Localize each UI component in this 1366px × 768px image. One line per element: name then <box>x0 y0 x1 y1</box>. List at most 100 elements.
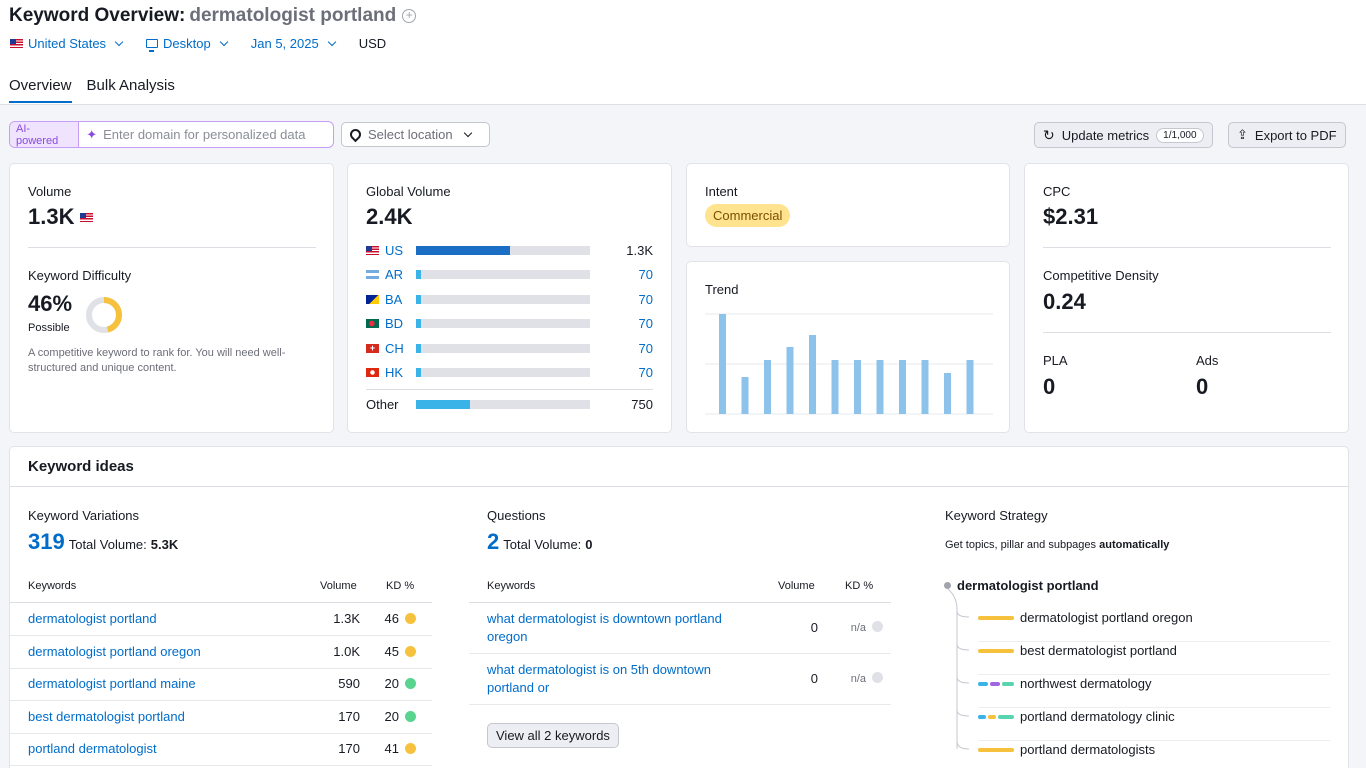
intent-tag: Commercial <box>705 204 791 227</box>
country-volume: 70 <box>638 315 653 331</box>
trend-bar[interactable] <box>831 360 839 414</box>
date-label: Jan 5, 2025 <box>250 36 319 51</box>
country-code: BD <box>385 315 404 331</box>
update-metrics-button[interactable]: ↻ Update metrics 1/1,000 <box>1034 122 1213 148</box>
cpc-card: CPC $2.31 Competitive Density 0.24 PLA 0… <box>1024 163 1349 433</box>
add-icon[interactable]: + <box>402 9 417 23</box>
trend-bar[interactable] <box>741 377 749 414</box>
trend-bar[interactable] <box>966 360 974 414</box>
country-volume: 70 <box>638 266 653 282</box>
question-row: what dermatologist is on 5th downtown por… <box>469 654 891 705</box>
global-volume-card: Global Volume 2.4K US 1.3K AR 70 BA 70 B… <box>347 163 672 433</box>
country-row-ba[interactable]: BA 70 <box>366 291 653 307</box>
us-flag-icon <box>366 245 379 255</box>
country-row-bd[interactable]: BD 70 <box>366 315 653 331</box>
hk-flag-icon <box>366 367 379 377</box>
table-row: dermatologist portland maine 590 20 <box>10 668 432 702</box>
pla-value: 0 <box>1043 374 1056 399</box>
strategy-label: Keyword Strategy <box>945 508 1048 523</box>
keyword-link[interactable]: best dermatologist portland <box>28 708 185 724</box>
desktop-icon <box>146 39 159 52</box>
keyword-link[interactable]: portland dermatologist <box>28 741 157 757</box>
chevron-down-icon <box>463 128 472 137</box>
country-code: US <box>385 242 404 258</box>
ba-flag-icon <box>366 294 379 304</box>
cpc-label: CPC <box>1043 184 1071 199</box>
question-keyword-link[interactable]: what dermatologist is downtown portland o… <box>487 611 722 644</box>
tree-node-icon <box>944 582 951 589</box>
chevron-down-icon <box>219 37 228 46</box>
ch-flag-icon: + <box>366 343 379 353</box>
kd-status: Possible <box>28 322 70 334</box>
country-dropdown[interactable]: United States <box>10 36 124 51</box>
strategy-item[interactable]: portland dermatologists <box>978 742 1155 757</box>
volume-value: 1.3K <box>28 204 75 229</box>
keyword-link[interactable]: dermatologist portland maine <box>28 676 196 692</box>
country-row-hk[interactable]: HK 70 <box>366 364 653 380</box>
strategy-item[interactable]: best dermatologist portland <box>978 643 1177 658</box>
table-row: best dermatologist portland 170 20 <box>10 701 432 734</box>
trend-bar[interactable] <box>876 360 884 414</box>
country-row-ch[interactable]: + CH 70 <box>366 340 653 356</box>
country-volume: 70 <box>638 340 653 356</box>
trend-bar[interactable] <box>719 314 726 414</box>
trend-bar[interactable] <box>786 347 794 414</box>
strategy-item[interactable]: dermatologist portland oregon <box>978 610 1193 625</box>
country-row-ar[interactable]: AR 70 <box>366 266 653 282</box>
ads-label: Ads <box>1196 353 1219 368</box>
keyword-link[interactable]: dermatologist portland <box>28 611 157 626</box>
chevron-down-icon <box>114 37 124 46</box>
keyword-volume: 170 <box>338 741 360 757</box>
view-all-questions-button[interactable]: View all 2 keywords <box>487 723 619 748</box>
update-metrics-label: Update metrics <box>1061 127 1150 143</box>
device-dropdown[interactable]: Desktop <box>146 36 228 52</box>
volume-label: Volume <box>28 184 72 199</box>
global-volume-label: Global Volume <box>366 184 451 199</box>
country-code: CH <box>385 340 404 356</box>
date-dropdown[interactable]: Jan 5, 2025 <box>250 36 336 51</box>
trend-bar[interactable] <box>809 335 816 414</box>
trend-bar[interactable] <box>944 373 951 414</box>
cpc-value: $2.31 <box>1043 204 1099 229</box>
refresh-icon: ↻ <box>1043 126 1055 143</box>
trend-bar[interactable] <box>921 360 929 414</box>
strategy-description: Get topics, pillar and subpages automati… <box>945 539 1170 551</box>
country-code: BA <box>385 291 403 307</box>
trend-label: Trend <box>705 282 739 297</box>
strategy-item[interactable]: northwest dermatology <box>978 676 1152 691</box>
questions-count[interactable]: 2 <box>487 529 500 554</box>
tab-bulk-analysis[interactable]: Bulk Analysis <box>86 77 175 94</box>
tab-overview[interactable]: Overview <box>9 77 72 103</box>
question-keyword-link[interactable]: what dermatologist is on 5th downtown por… <box>487 662 712 695</box>
keyword-link[interactable]: dermatologist portland oregon <box>28 643 201 659</box>
country-code: HK <box>385 364 404 380</box>
other-label: Other <box>366 396 399 412</box>
country-row-us[interactable]: US 1.3K <box>366 242 653 258</box>
currency-label: USD <box>358 36 387 51</box>
export-icon: ⇪ <box>1237 127 1248 142</box>
trend-bar[interactable] <box>899 360 906 414</box>
export-pdf-button[interactable]: ⇪ Export to PDF <box>1228 122 1346 148</box>
strategy-item[interactable]: portland dermatology clinic <box>978 709 1175 724</box>
page-title-keyword: dermatologist portland <box>189 5 397 26</box>
kd-dot-icon <box>405 678 416 690</box>
strategy-tree-lines <box>947 589 970 750</box>
kd-dot-icon <box>405 613 416 624</box>
trend-bar[interactable] <box>854 360 861 414</box>
variations-count[interactable]: 319 <box>28 529 65 554</box>
intent-label: Intent <box>705 184 738 199</box>
col-kd[interactable]: KD % <box>845 580 874 592</box>
chevron-down-icon <box>327 37 336 46</box>
kd-dot-icon <box>405 710 416 722</box>
intent-card: Intent Commercial <box>686 163 1010 247</box>
ai-domain-box: AI-powered ✦ <box>9 121 334 148</box>
col-kd[interactable]: KD % <box>386 580 415 592</box>
location-select[interactable]: Select location <box>341 122 490 147</box>
export-pdf-label: Export to PDF <box>1254 127 1337 143</box>
variations-total-value: 5.3K <box>150 537 179 552</box>
update-counter: 1/1,000 <box>1156 127 1204 143</box>
strategy-root[interactable]: dermatologist portland <box>944 578 1099 593</box>
keyword-volume: 1.3K <box>333 611 360 626</box>
domain-input[interactable] <box>103 127 333 142</box>
trend-bar[interactable] <box>764 360 771 414</box>
